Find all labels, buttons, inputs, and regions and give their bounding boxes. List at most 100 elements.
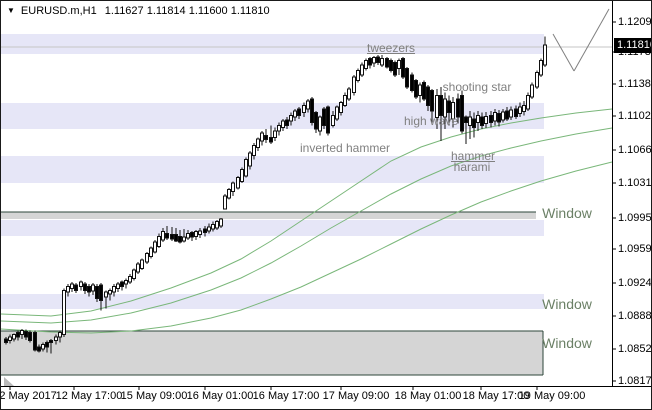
pattern-label-shooting-star[interactable]: shooting star xyxy=(442,80,512,94)
candle-bull xyxy=(124,279,128,285)
candle-bull xyxy=(380,58,384,66)
candle-bear xyxy=(310,98,314,124)
ohlc-readout: 1.11627 1.11814 1.11600 1.11810 xyxy=(104,5,270,17)
candle-bull xyxy=(281,120,285,128)
candle-bear xyxy=(405,68,409,88)
candle-bear xyxy=(464,116,468,124)
time-axis-label: 17 May 09:00 xyxy=(322,390,390,402)
candle-bull xyxy=(70,283,74,289)
candle-bear xyxy=(269,136,273,143)
candle-bull xyxy=(484,115,488,125)
time-axis-label: 18 May 17:00 xyxy=(462,390,530,402)
candle-bear xyxy=(87,286,91,293)
candle-bull xyxy=(397,60,401,70)
window-label-1[interactable]: Window xyxy=(542,205,592,221)
candle-bear xyxy=(430,90,434,112)
forecast-trendline-2[interactable] xyxy=(573,8,610,72)
candle-bull xyxy=(347,88,351,100)
candle-bull xyxy=(526,94,530,110)
candle-bull xyxy=(79,281,83,288)
candle-bull xyxy=(509,109,513,118)
candle-bear xyxy=(99,284,103,301)
candle-bull xyxy=(231,182,235,192)
candle-bull xyxy=(108,289,112,295)
candle-bull xyxy=(364,60,368,70)
candle-bull xyxy=(539,60,543,76)
candle-bull xyxy=(240,168,244,182)
candle-bull xyxy=(360,64,364,76)
candle-bull xyxy=(136,263,140,273)
support-zone-5[interactable] xyxy=(1,294,544,309)
candle-bear xyxy=(190,232,194,238)
candle-bear xyxy=(314,112,318,130)
candle-bear xyxy=(165,233,169,239)
candle-bull xyxy=(223,195,227,210)
candle-bear xyxy=(322,108,326,126)
candle-bear xyxy=(460,94,464,132)
window-gap-mid[interactable] xyxy=(1,212,536,219)
symbol-dropdown-icon[interactable]: ▼ xyxy=(7,6,15,15)
price-axis-label: 1.09590 xyxy=(618,243,652,255)
window-label-3[interactable]: Window xyxy=(542,335,592,351)
candle-bear xyxy=(472,118,476,128)
candle-bull xyxy=(128,276,132,283)
candle-bear xyxy=(439,94,443,116)
pattern-label-inverted-hammer[interactable]: inverted hammer xyxy=(299,141,391,155)
candle-bull xyxy=(476,114,480,124)
candle-bull xyxy=(198,230,202,236)
candle-bull xyxy=(62,289,66,335)
candle-bull xyxy=(227,189,231,199)
price-axis-label: 1.10310 xyxy=(618,177,652,189)
candle-bear xyxy=(83,283,87,291)
candle-bull xyxy=(215,221,219,229)
candle-bull xyxy=(153,241,157,253)
ma-medium-line xyxy=(1,127,613,324)
candle-bear xyxy=(24,331,28,338)
resistance-zone-3[interactable] xyxy=(1,156,544,183)
candle-bear xyxy=(120,281,124,288)
candle-bull xyxy=(20,330,24,335)
candle-bull xyxy=(289,114,293,122)
candle-bull xyxy=(293,110,297,118)
candle-bull xyxy=(256,138,260,148)
window-gap-bottom[interactable] xyxy=(1,331,543,375)
candle-bear xyxy=(389,60,393,72)
candle-bull xyxy=(8,336,12,342)
candle-bear xyxy=(33,332,37,351)
candle-bear xyxy=(514,108,518,117)
pattern-label-high-wave[interactable]: high wave xyxy=(403,114,459,128)
candle-bull xyxy=(260,132,264,142)
forecast-trendline-1[interactable] xyxy=(552,33,575,72)
candle-bull xyxy=(182,236,186,242)
candle-bear xyxy=(285,119,289,126)
pattern-label-tweezers[interactable]: tweezers xyxy=(366,41,416,55)
candle-bull xyxy=(306,100,310,110)
resistance-zone-1[interactable] xyxy=(1,34,544,54)
price-axis-label: 1.09950 xyxy=(618,212,652,224)
price-axis-label: 1.08880 xyxy=(618,310,652,322)
candle-bull xyxy=(277,125,281,132)
candle-bull xyxy=(443,98,447,118)
support-zone-4[interactable] xyxy=(1,220,544,236)
time-axis-label: 19 May 09:00 xyxy=(518,390,586,402)
price-axis-label: 1.12090 xyxy=(618,16,652,28)
price-axis-label: 1.11380 xyxy=(618,78,651,90)
chart-title-bar: ▼ EURUSD.m,H1 1.11627 1.11814 1.11600 1.11… xyxy=(7,5,270,17)
candle-bull xyxy=(273,130,277,138)
time-axis-label: 12 May 2017 xyxy=(1,390,57,402)
candle-bear xyxy=(480,116,484,126)
price-axis-label: 1.08520 xyxy=(618,343,652,355)
candle-bull xyxy=(54,336,58,342)
candle-bear xyxy=(376,56,380,63)
ma-slow-line xyxy=(1,161,613,334)
candle-bull xyxy=(161,231,165,241)
window-label-2[interactable]: Window xyxy=(542,296,592,312)
candle-bull xyxy=(112,286,116,293)
candle-bull xyxy=(145,253,149,263)
pattern-label-hammer[interactable]: hammer xyxy=(450,149,496,163)
candle-bull xyxy=(339,102,343,114)
pattern-label-harami[interactable]: harami xyxy=(453,160,491,174)
candle-bull xyxy=(343,94,347,106)
